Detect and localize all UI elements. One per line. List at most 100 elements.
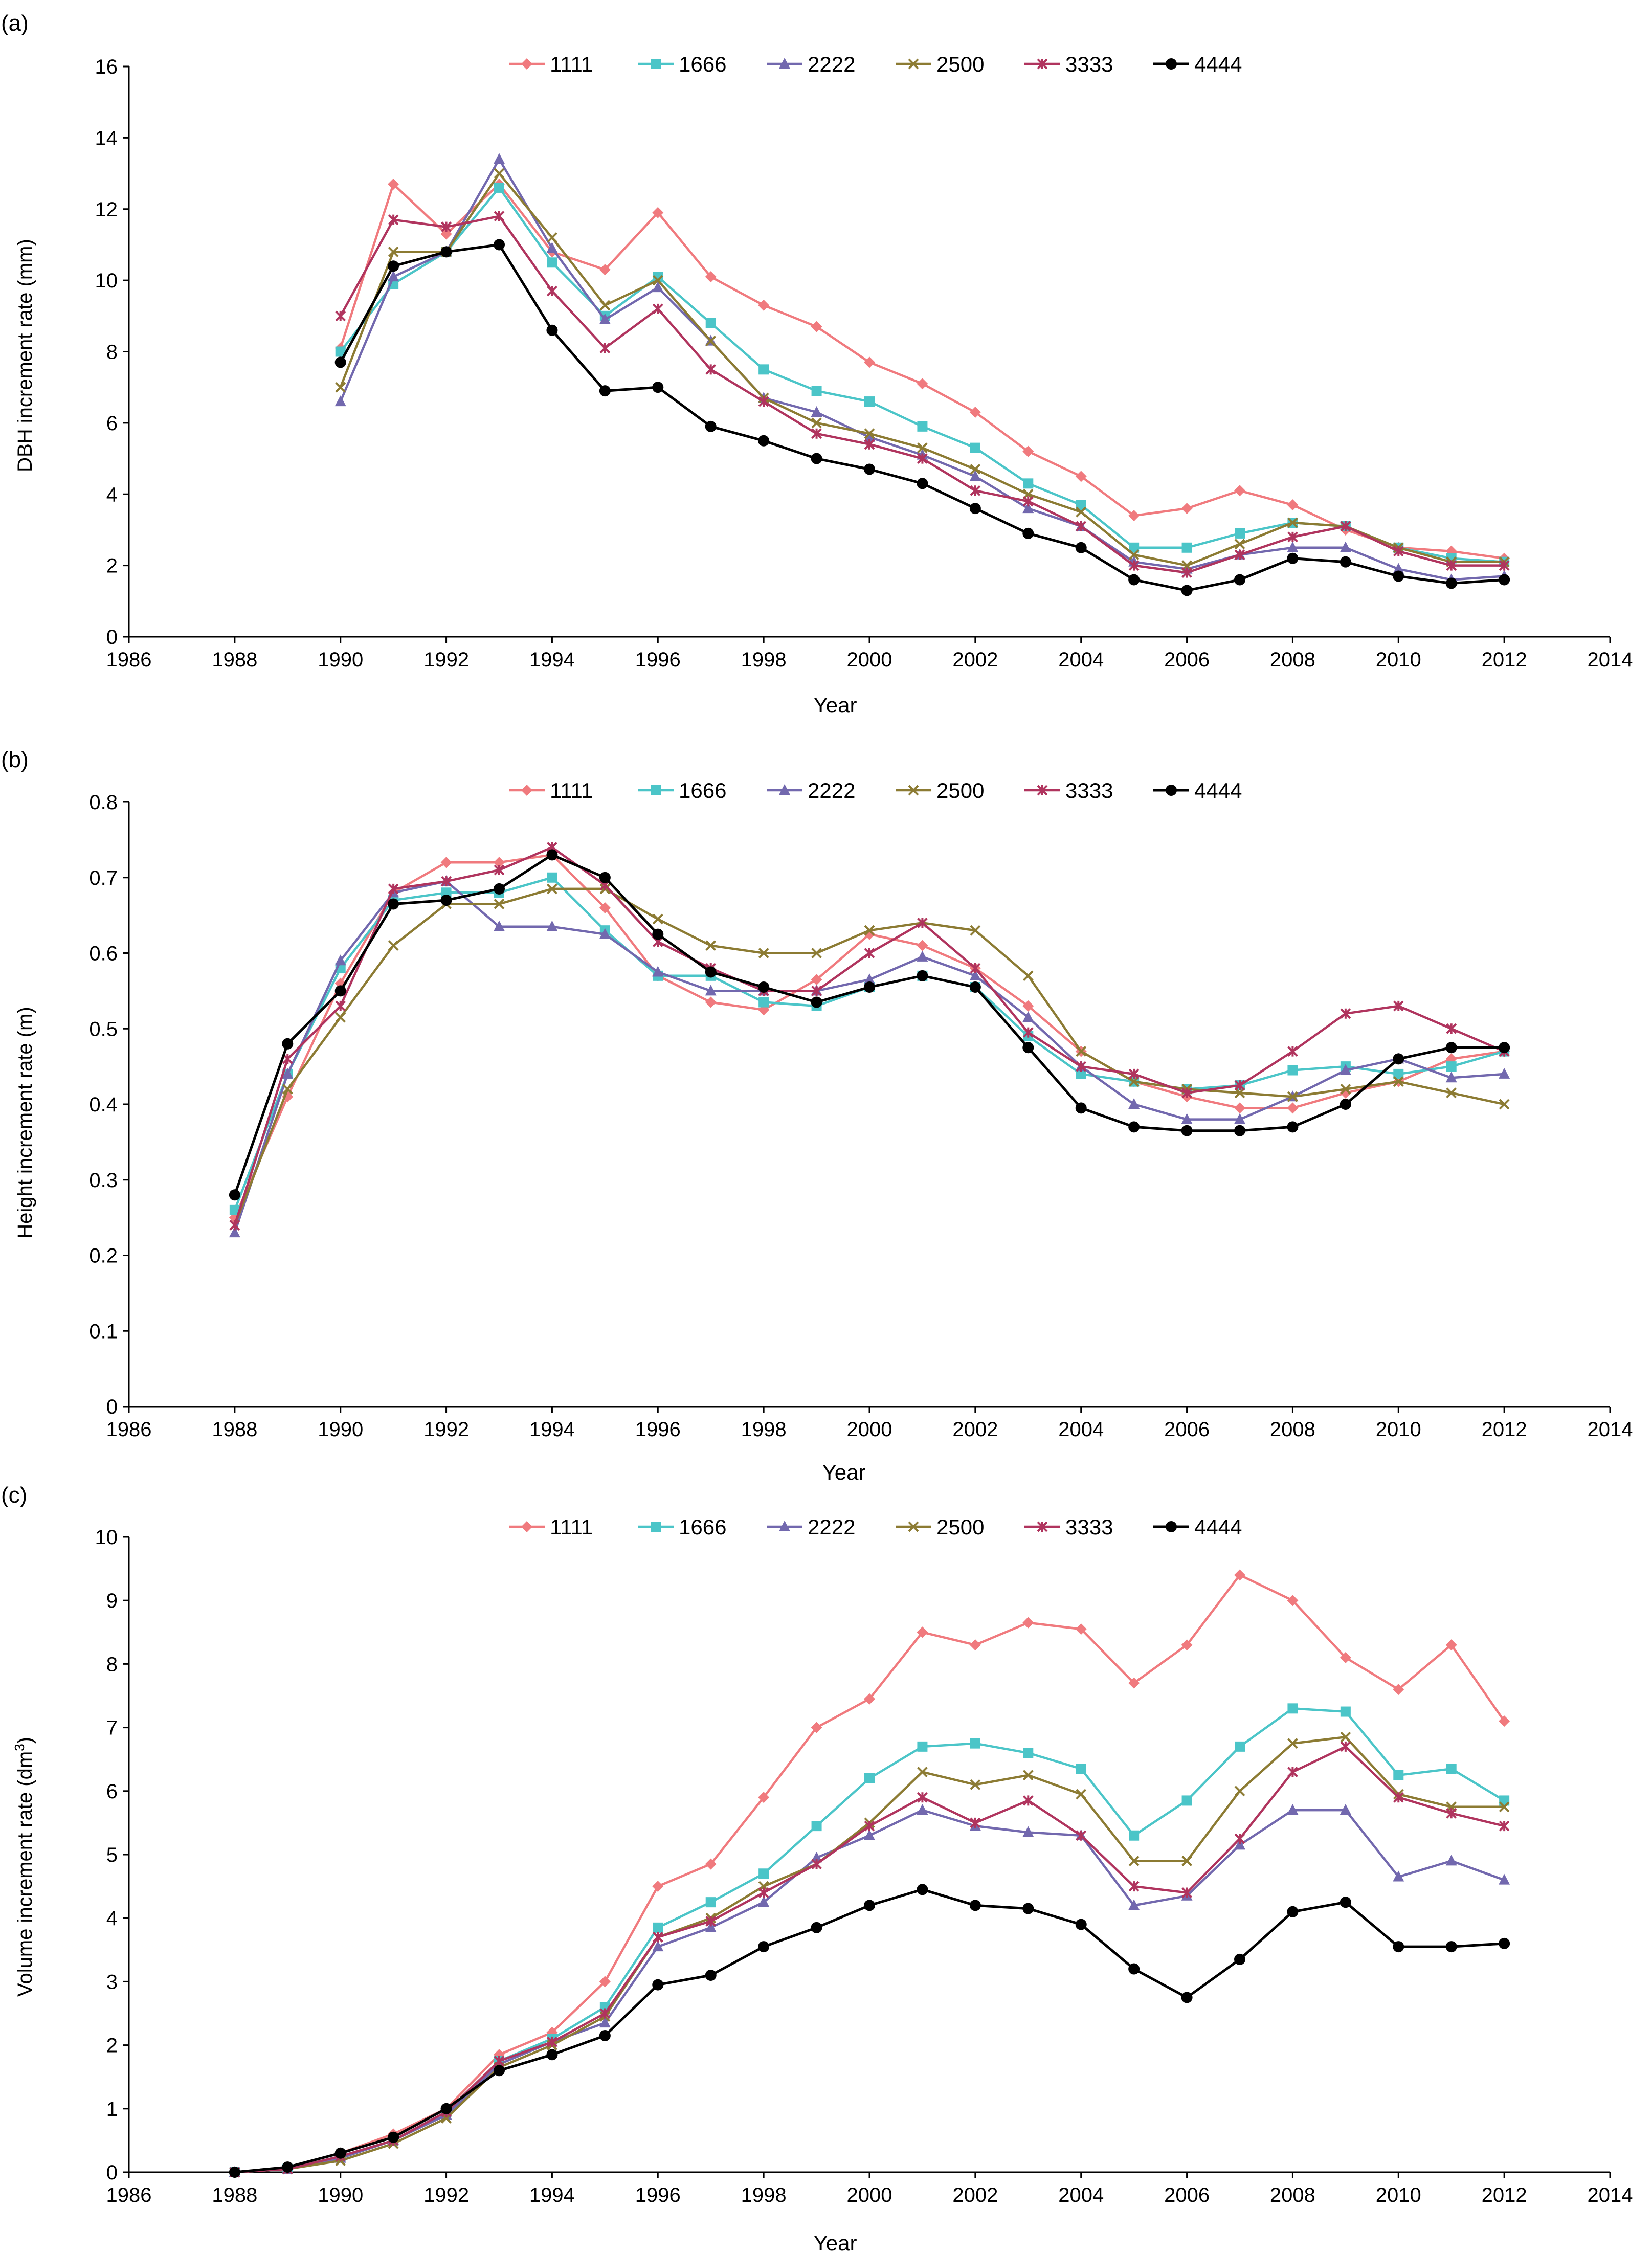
data-point: [1393, 1792, 1404, 1803]
legend-label: 1111: [550, 1515, 593, 1539]
data-point: [599, 343, 611, 353]
legend-marker: [521, 785, 532, 796]
data-point: [1446, 1764, 1457, 1774]
legend-marker: [1166, 1521, 1177, 1532]
series-line-2500: [234, 1735, 1505, 2174]
data-point: [388, 883, 399, 895]
data-point: [1076, 1061, 1087, 1072]
data-point: [1340, 1064, 1351, 1075]
data-point: [335, 346, 346, 357]
data-point: [1181, 585, 1193, 596]
legend: 1111 1666 2222 2500 3333 4444: [509, 778, 1242, 802]
data-point: [811, 1859, 822, 1870]
x-tick-label: 2014: [1588, 2184, 1633, 2206]
series-line-1666: [339, 186, 1505, 563]
legend-item-1111: 1111: [509, 1515, 593, 1539]
data-point: [1076, 521, 1087, 532]
legend-label: 3333: [1065, 1515, 1113, 1539]
data-point: [864, 396, 875, 407]
data-point: [811, 1852, 822, 1863]
legend-marker: [651, 59, 661, 69]
series-3333: [335, 211, 1510, 578]
data-point: [494, 899, 505, 909]
data-point: [1076, 506, 1087, 518]
legend-item-2222: 2222: [767, 778, 855, 802]
x-tick-label: 1986: [106, 1418, 152, 1441]
data-point: [1499, 574, 1510, 586]
data-point: [1499, 1820, 1510, 1832]
data-point: [1022, 1027, 1034, 1038]
panel-label: (c): [1, 1483, 27, 1508]
legend-marker: [1037, 785, 1048, 796]
data-point: [1393, 1000, 1404, 1012]
x-tick-label: 1986: [106, 649, 152, 671]
data-point: [1287, 499, 1299, 511]
data-point: [811, 453, 822, 464]
y-tick-label: 2: [106, 2035, 118, 2057]
data-point: [1076, 1789, 1087, 1800]
data-point: [1181, 1113, 1193, 1124]
y-tick-label: 0.6: [89, 943, 118, 965]
x-tick-label: 1990: [318, 2184, 363, 2206]
x-tick-label: 2006: [1164, 649, 1210, 671]
data-point: [388, 898, 399, 910]
data-point: [1128, 574, 1140, 586]
data-point: [1393, 1684, 1404, 1696]
x-tick-label: 2012: [1482, 2184, 1527, 2206]
data-point: [1022, 1617, 1034, 1629]
data-point: [1181, 1125, 1193, 1136]
plot-area: [334, 153, 1510, 596]
data-point: [864, 356, 875, 368]
x-tick-label: 2014: [1588, 1418, 1633, 1441]
data-point: [599, 872, 611, 883]
data-point: [705, 271, 717, 283]
data-point: [1128, 560, 1140, 571]
data-point: [1340, 1731, 1351, 1743]
x-tick-label: 2002: [952, 2184, 998, 2206]
series-4444: [229, 849, 1510, 1201]
data-point: [1022, 970, 1034, 981]
data-point: [917, 917, 928, 928]
legend: 1111 1666 2222 2500 3333 4444: [509, 52, 1242, 76]
x-tick-label: 2000: [847, 649, 892, 671]
data-point: [758, 1941, 770, 1953]
data-point: [652, 303, 663, 315]
y-tick-label: 12: [95, 198, 118, 221]
data-point: [705, 996, 717, 1008]
data-point: [599, 1976, 611, 1988]
data-point: [388, 246, 399, 257]
x-axis-title: Year: [814, 693, 857, 717]
data-point: [758, 1896, 770, 1907]
data-point: [969, 981, 981, 993]
data-point: [1393, 1870, 1404, 1882]
legend-marker: [521, 1521, 532, 1532]
data-point: [705, 318, 716, 328]
legend-item-2500: 2500: [896, 1515, 984, 1539]
x-tick-label: 2010: [1376, 2184, 1421, 2206]
legend-item-4444: 4444: [1153, 1515, 1242, 1539]
legend-label: 2222: [808, 778, 855, 802]
legend-marker: [521, 58, 532, 70]
data-point: [1446, 1023, 1457, 1034]
data-point: [1287, 1906, 1299, 1917]
data-point: [1235, 528, 1245, 539]
data-point: [811, 1722, 822, 1733]
data-point: [388, 271, 399, 282]
y-tick-label: 0.3: [89, 1169, 118, 1192]
data-point: [1499, 1801, 1510, 1813]
legend-label: 2222: [808, 52, 855, 76]
data-point: [599, 2017, 611, 2028]
data-point: [1445, 577, 1457, 589]
y-tick-label: 4: [106, 1907, 118, 1930]
data-point: [1287, 1091, 1298, 1102]
data-point: [547, 883, 557, 895]
series-4444: [229, 1884, 1510, 2178]
data-point: [1393, 1053, 1404, 1065]
x-tick-label: 2014: [1588, 649, 1633, 671]
data-point: [494, 883, 505, 895]
data-point: [1075, 1919, 1087, 1930]
y-tick-label: 2: [106, 555, 118, 577]
data-point: [494, 857, 505, 868]
series-2500: [335, 168, 1510, 571]
data-point: [1393, 570, 1404, 582]
